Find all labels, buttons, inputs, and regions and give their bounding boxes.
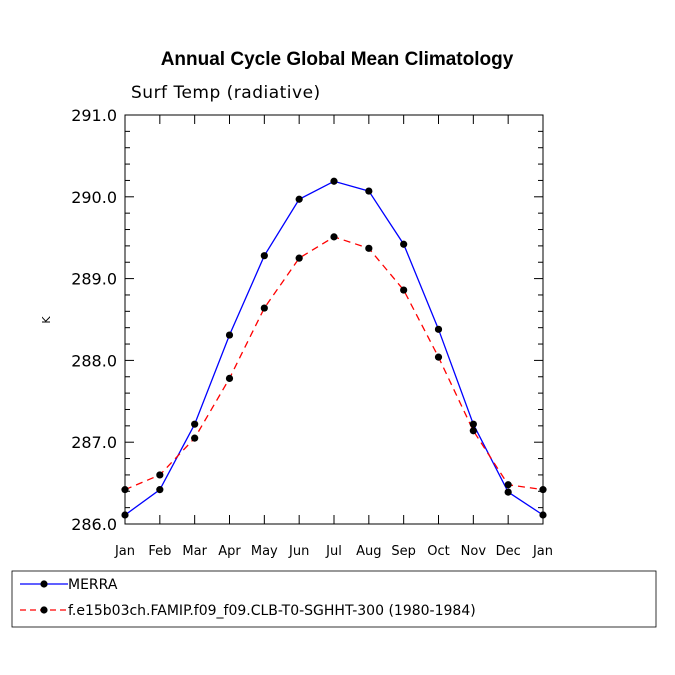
y-tick-label: 291.0 bbox=[71, 106, 117, 125]
legend-entry-1: f.e15b03ch.FAMIP.f09_f09.CLB-T0-SGHHT-30… bbox=[20, 603, 476, 619]
axis-ticks bbox=[124, 114, 544, 525]
series-1-point bbox=[225, 374, 234, 382]
legend-marker-0 bbox=[40, 580, 48, 588]
x-tick-labels: Jan Feb Mar Apr May Jun Jul Aug Sep Oct Nov Dec Jan bbox=[114, 544, 553, 559]
x-tick-label: Mar bbox=[182, 544, 207, 559]
series-1-point bbox=[434, 353, 443, 361]
series-0-point bbox=[156, 486, 164, 494]
x-tick-label: Jul bbox=[325, 544, 342, 559]
series-1-point bbox=[400, 286, 408, 294]
series-line-1 bbox=[124, 236, 544, 491]
x-tick-label: Apr bbox=[218, 544, 241, 559]
series-0-point bbox=[539, 511, 547, 519]
series-0-point bbox=[400, 240, 408, 248]
legend-box bbox=[11, 570, 657, 628]
y-tick-label: 286.0 bbox=[71, 515, 117, 534]
x-tick-label: Jun bbox=[288, 544, 309, 559]
series-0-point bbox=[260, 252, 268, 260]
legend-label-1: f.e15b03ch.FAMIP.f09_f09.CLB-T0-SGHHT-30… bbox=[68, 603, 476, 619]
legend-entry-0: MERRA bbox=[20, 577, 118, 593]
series-1-point bbox=[191, 434, 199, 442]
series-1-point bbox=[260, 304, 268, 312]
series-0-point bbox=[469, 420, 477, 428]
series-1-point bbox=[121, 486, 129, 494]
x-tick-label: May bbox=[251, 544, 278, 559]
x-tick-label: Nov bbox=[461, 544, 487, 559]
y-tick-label: 287.0 bbox=[71, 433, 117, 452]
y-tick-label: 290.0 bbox=[71, 188, 117, 207]
series-line-0 bbox=[124, 180, 544, 516]
x-tick-label: Dec bbox=[496, 544, 521, 559]
series-0-point bbox=[191, 420, 199, 428]
series-0-point bbox=[225, 331, 234, 339]
series-0-point bbox=[504, 488, 512, 496]
series-0-point bbox=[121, 511, 129, 519]
y-tick-labels: 286.0 287.0 288.0 289.0 290.0 291.0 bbox=[71, 106, 117, 534]
series-1-point bbox=[295, 254, 303, 262]
series-1-point bbox=[330, 233, 338, 241]
series-1-point bbox=[156, 471, 164, 479]
series-1-point bbox=[469, 427, 477, 435]
x-tick-label: Feb bbox=[148, 544, 171, 559]
y-tick-label: 289.0 bbox=[71, 270, 117, 289]
series-0-point bbox=[365, 187, 373, 195]
x-tick-label: Jan bbox=[114, 544, 135, 559]
y-tick-label: 288.0 bbox=[71, 351, 117, 370]
chart-subtitle: Surf Temp (radiative) bbox=[131, 83, 321, 103]
plot-frame bbox=[124, 114, 544, 525]
x-tick-label: Sep bbox=[391, 544, 416, 559]
x-tick-label: Oct bbox=[427, 544, 449, 559]
chart-title: Annual Cycle Global Mean Climatology bbox=[161, 49, 514, 70]
x-tick-label: Jan bbox=[532, 544, 553, 559]
series-1-point bbox=[539, 486, 547, 494]
series-0-point bbox=[330, 177, 338, 185]
series-0-point bbox=[295, 195, 303, 203]
series-1-point bbox=[504, 481, 512, 489]
series-group bbox=[121, 177, 547, 519]
legend-marker-1 bbox=[40, 606, 48, 614]
x-tick-label: Aug bbox=[356, 544, 381, 559]
legend-label-0: MERRA bbox=[68, 577, 118, 593]
series-0-point bbox=[434, 325, 443, 333]
series-1-point bbox=[365, 244, 373, 252]
y-axis-label: K bbox=[40, 316, 53, 324]
